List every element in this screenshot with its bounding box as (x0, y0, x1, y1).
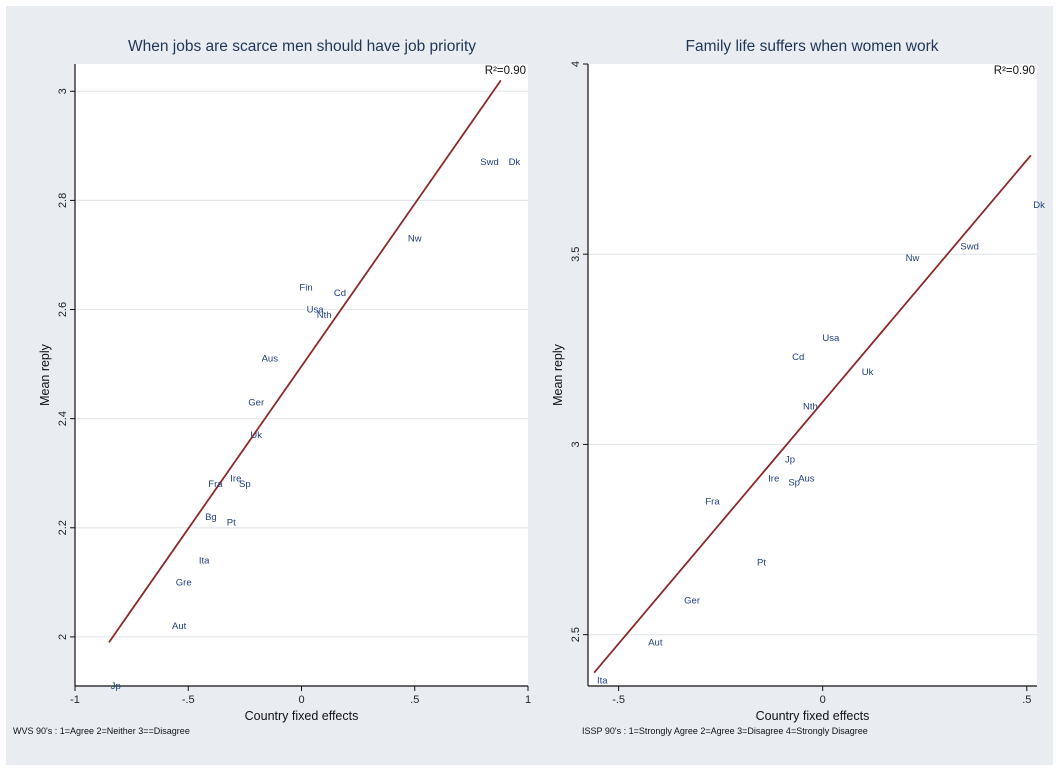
point-label-bg: Bg (205, 512, 217, 523)
point-label-dk: Dk (1033, 200, 1045, 211)
y-tick-label: 2 (57, 634, 69, 640)
point-label-aut: Aut (172, 621, 187, 632)
point-label-sp: Sp (239, 479, 251, 490)
chart-title: Family life suffers when women work (686, 38, 939, 55)
y-tick-label: 4 (570, 61, 582, 67)
point-label-ita: Ita (199, 556, 210, 567)
point-label-uk: Uk (250, 430, 262, 441)
x-tick-label: 0 (820, 694, 826, 706)
point-label-nw: Nw (906, 253, 920, 264)
point-label-cd: Cd (792, 352, 804, 363)
x-tick-label: 1 (525, 694, 531, 706)
fit-line (593, 154, 1032, 674)
x-tick-label: .5 (1022, 694, 1031, 706)
point-label-ger: Ger (248, 397, 264, 408)
r-squared-label: R²=0.90 (485, 65, 526, 77)
point-label-jp: Jp (785, 455, 795, 466)
y-tick-label: 2.8 (57, 193, 69, 208)
point-label-pt: Pt (757, 557, 766, 568)
point-label-aut: Aut (648, 637, 663, 648)
y-tick-label: 2.6 (57, 302, 69, 317)
point-label-pt: Pt (227, 517, 236, 528)
y-axis-label: Mean reply (38, 343, 52, 406)
point-label-swd: Swd (960, 242, 978, 253)
point-label-cd: Cd (334, 288, 346, 299)
chart-title: When jobs are scarce men should have job… (128, 38, 476, 55)
point-label-gre: Gre (176, 577, 192, 588)
point-label-ire: Ire (768, 474, 779, 485)
point-label-aus: Aus (798, 474, 815, 485)
source-note: ISSP 90's : 1=Strongly Agree 2=Agree 3=D… (582, 726, 868, 736)
point-label-jp: Jp (111, 681, 121, 692)
x-tick-label: -1 (70, 694, 80, 706)
panel-1: 2 2.2 2.4 2.6 2.8 3 -1 -.5 0 .5 1 When jobs are sca… (13, 38, 531, 736)
point-label-aus: Aus (262, 354, 279, 365)
point-label-sp: Sp (788, 477, 800, 488)
point-label-fra: Fra (705, 496, 720, 507)
point-label-fra: Fra (208, 479, 223, 490)
point-label-ger: Ger (684, 595, 700, 606)
x-tick-label: 0 (298, 694, 304, 706)
x-axis-label: Country fixed effects (756, 709, 870, 723)
source-note: WVS 90's : 1=Agree 2=Neither 3==Disagree (13, 726, 190, 736)
panel-2: 2.5 3 3.5 4 -.5 0 .5 Family life suffers when w… (551, 38, 1045, 736)
chart-figure: 2 2.2 2.4 2.6 2.8 3 -1 -.5 0 .5 1 When jobs are sca… (6, 6, 1053, 765)
point-label-usa: Usa (822, 333, 840, 344)
y-tick-label: 3 (570, 441, 582, 447)
chart-canvas: 2 2.2 2.4 2.6 2.8 3 -1 -.5 0 .5 1 When jobs are sca… (13, 38, 1045, 736)
x-tick-label: .5 (410, 694, 419, 706)
x-tick-label: -.5 (182, 694, 195, 706)
point-label-nw: Nw (408, 234, 422, 245)
point-label-ire: Ire (230, 474, 241, 485)
y-tick-label: 3.5 (570, 247, 582, 262)
point-label-uk: Uk (862, 367, 874, 378)
y-tick-label: 3 (57, 88, 69, 94)
point-label-fin: Fin (299, 283, 312, 294)
plot-area (588, 64, 1037, 686)
y-tick-label: 2.5 (570, 627, 582, 642)
point-label-nth: Nth (317, 310, 332, 321)
y-tick-label: 2.4 (57, 411, 69, 426)
point-label-dk: Dk (509, 157, 521, 168)
r-squared-label: R²=0.90 (994, 65, 1035, 77)
point-label-nth: Nth (803, 401, 818, 412)
fit-line (108, 79, 502, 643)
x-axis-label: Country fixed effects (245, 709, 359, 723)
y-tick-label: 2.2 (57, 520, 69, 535)
point-label-ita: Ita (597, 675, 608, 686)
x-tick-label: -.5 (612, 694, 625, 706)
y-axis-label: Mean reply (551, 343, 565, 406)
point-label-usa: Usa (307, 305, 325, 316)
point-label-swd: Swd (480, 157, 498, 168)
